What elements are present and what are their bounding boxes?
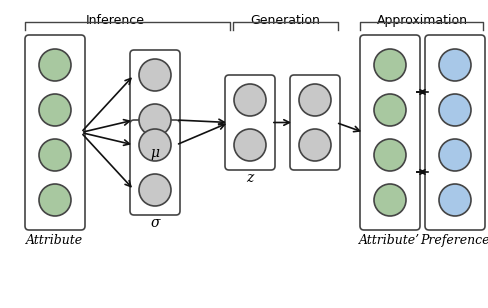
FancyBboxPatch shape	[225, 75, 275, 170]
Text: Approximation: Approximation	[377, 14, 468, 27]
Circle shape	[439, 94, 471, 126]
Text: Inference: Inference	[85, 14, 144, 27]
Circle shape	[39, 94, 71, 126]
Circle shape	[39, 184, 71, 216]
Circle shape	[234, 129, 266, 161]
FancyBboxPatch shape	[290, 75, 340, 170]
Text: μ: μ	[150, 146, 160, 160]
Circle shape	[374, 184, 406, 216]
Text: σ: σ	[150, 216, 160, 230]
Circle shape	[439, 49, 471, 81]
Circle shape	[139, 59, 171, 91]
Circle shape	[39, 49, 71, 81]
Circle shape	[139, 174, 171, 206]
Circle shape	[439, 184, 471, 216]
Circle shape	[374, 139, 406, 171]
Circle shape	[139, 104, 171, 136]
FancyBboxPatch shape	[130, 50, 180, 145]
FancyBboxPatch shape	[25, 35, 85, 230]
Circle shape	[299, 129, 331, 161]
Text: Attribute: Attribute	[26, 234, 83, 247]
FancyBboxPatch shape	[425, 35, 485, 230]
Circle shape	[374, 94, 406, 126]
Circle shape	[234, 84, 266, 116]
Text: z: z	[246, 171, 254, 185]
Circle shape	[39, 139, 71, 171]
Circle shape	[139, 129, 171, 161]
FancyBboxPatch shape	[130, 120, 180, 215]
Text: Preference: Preference	[420, 234, 488, 247]
Text: Attribute’: Attribute’	[360, 234, 421, 247]
FancyBboxPatch shape	[360, 35, 420, 230]
Circle shape	[299, 84, 331, 116]
Text: Generation: Generation	[250, 14, 320, 27]
Circle shape	[439, 139, 471, 171]
Circle shape	[374, 49, 406, 81]
